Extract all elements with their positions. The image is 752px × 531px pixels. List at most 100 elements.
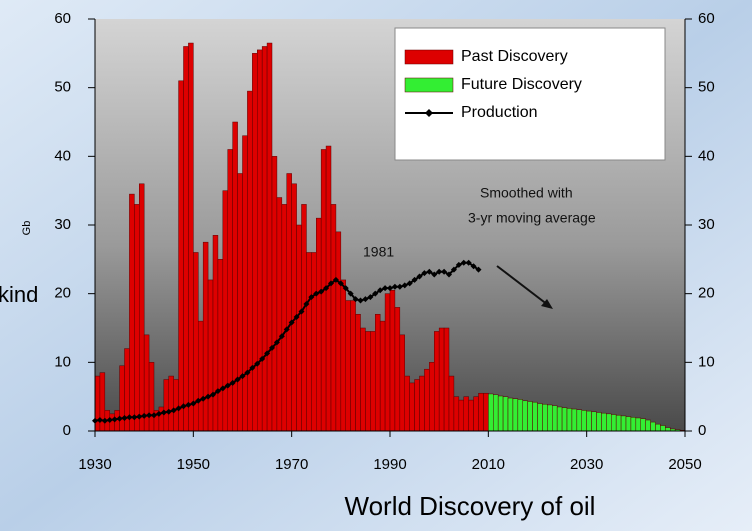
production-marker [342,285,349,292]
bar [306,252,312,432]
bar [109,413,115,432]
production-marker [160,409,167,416]
production-marker [288,319,295,326]
bar [227,149,233,432]
y2-tick-label: 10 [698,353,715,370]
bar [296,224,302,432]
production-marker [205,393,212,400]
bar [468,399,474,432]
bar [448,375,455,432]
production-marker [441,268,448,275]
y2-tick-label: 0 [698,422,706,439]
bar [414,379,420,432]
caption: World Discovery of oil [345,491,596,521]
production-marker [170,407,177,414]
bar [340,279,347,432]
bar [183,46,189,432]
bar [645,419,651,432]
bar [311,252,317,432]
bar [591,411,597,432]
bar [483,392,489,432]
x-tick-label: 2010 [472,456,505,473]
bar [291,183,297,432]
production-marker [259,355,266,362]
production-marker [293,314,300,321]
production-marker [367,294,374,301]
production-marker [465,259,472,266]
production-marker [131,414,138,421]
bar [237,173,243,432]
bar [350,300,356,432]
bar [399,334,406,432]
y-tick-label: 30 [54,216,71,233]
bar [478,392,484,432]
y2-tick-label: 30 [698,216,715,233]
bar [497,395,504,432]
production-marker [126,414,133,421]
production-marker [431,271,438,278]
production-marker [323,285,330,292]
bar [212,235,219,432]
bar [217,259,224,432]
bar [493,394,499,432]
bar [178,80,184,432]
legend-label: Future Discovery [461,76,582,93]
production-marker [460,259,467,266]
production-marker [357,297,364,304]
production-marker [195,397,202,404]
y-tick-label: 20 [54,285,71,302]
y2-tick-label: 40 [698,147,715,164]
production-marker [421,270,428,277]
production-marker [214,388,221,395]
production-marker [387,285,393,292]
bar [655,423,661,432]
bar [129,193,135,432]
bar [409,382,415,432]
production-marker [372,290,379,297]
production-marker [337,280,344,287]
bar [473,396,479,432]
bar [434,331,440,432]
bar [547,404,553,432]
production-marker [151,412,157,419]
bar [620,415,627,432]
production-marker [185,401,192,408]
legend-label: Past Discovery [461,48,568,65]
bar [453,396,460,432]
production-marker [141,412,148,419]
production-marker [475,266,482,273]
production-marker [391,283,398,290]
production-marker [377,287,384,294]
production-marker [116,415,123,422]
production-marker [244,369,251,376]
bar [316,217,322,432]
production-marker [190,400,197,407]
bar [242,135,248,432]
bar [173,379,179,432]
production-marker [328,280,334,287]
production-marker [229,379,236,386]
bar [596,412,602,432]
bar [542,403,548,432]
bar [389,289,396,432]
y2-tick-label: 60 [698,10,715,27]
production-marker [121,414,128,421]
bar [335,231,342,432]
bar [261,46,268,432]
x-tick-label: 1990 [373,456,406,473]
production-marker [332,276,339,283]
annotation: Smoothed with [480,185,573,201]
x-tick-label: 2030 [570,456,603,473]
production-marker [436,268,443,275]
production-marker [347,290,354,297]
annotation: 1981 [363,244,394,260]
bar [286,173,292,432]
production-marker [96,417,103,424]
bar [429,362,435,432]
bar [301,204,307,432]
y-tick-label: 0 [63,422,71,439]
bar [630,417,637,432]
bar [640,418,646,432]
bar [276,197,283,432]
